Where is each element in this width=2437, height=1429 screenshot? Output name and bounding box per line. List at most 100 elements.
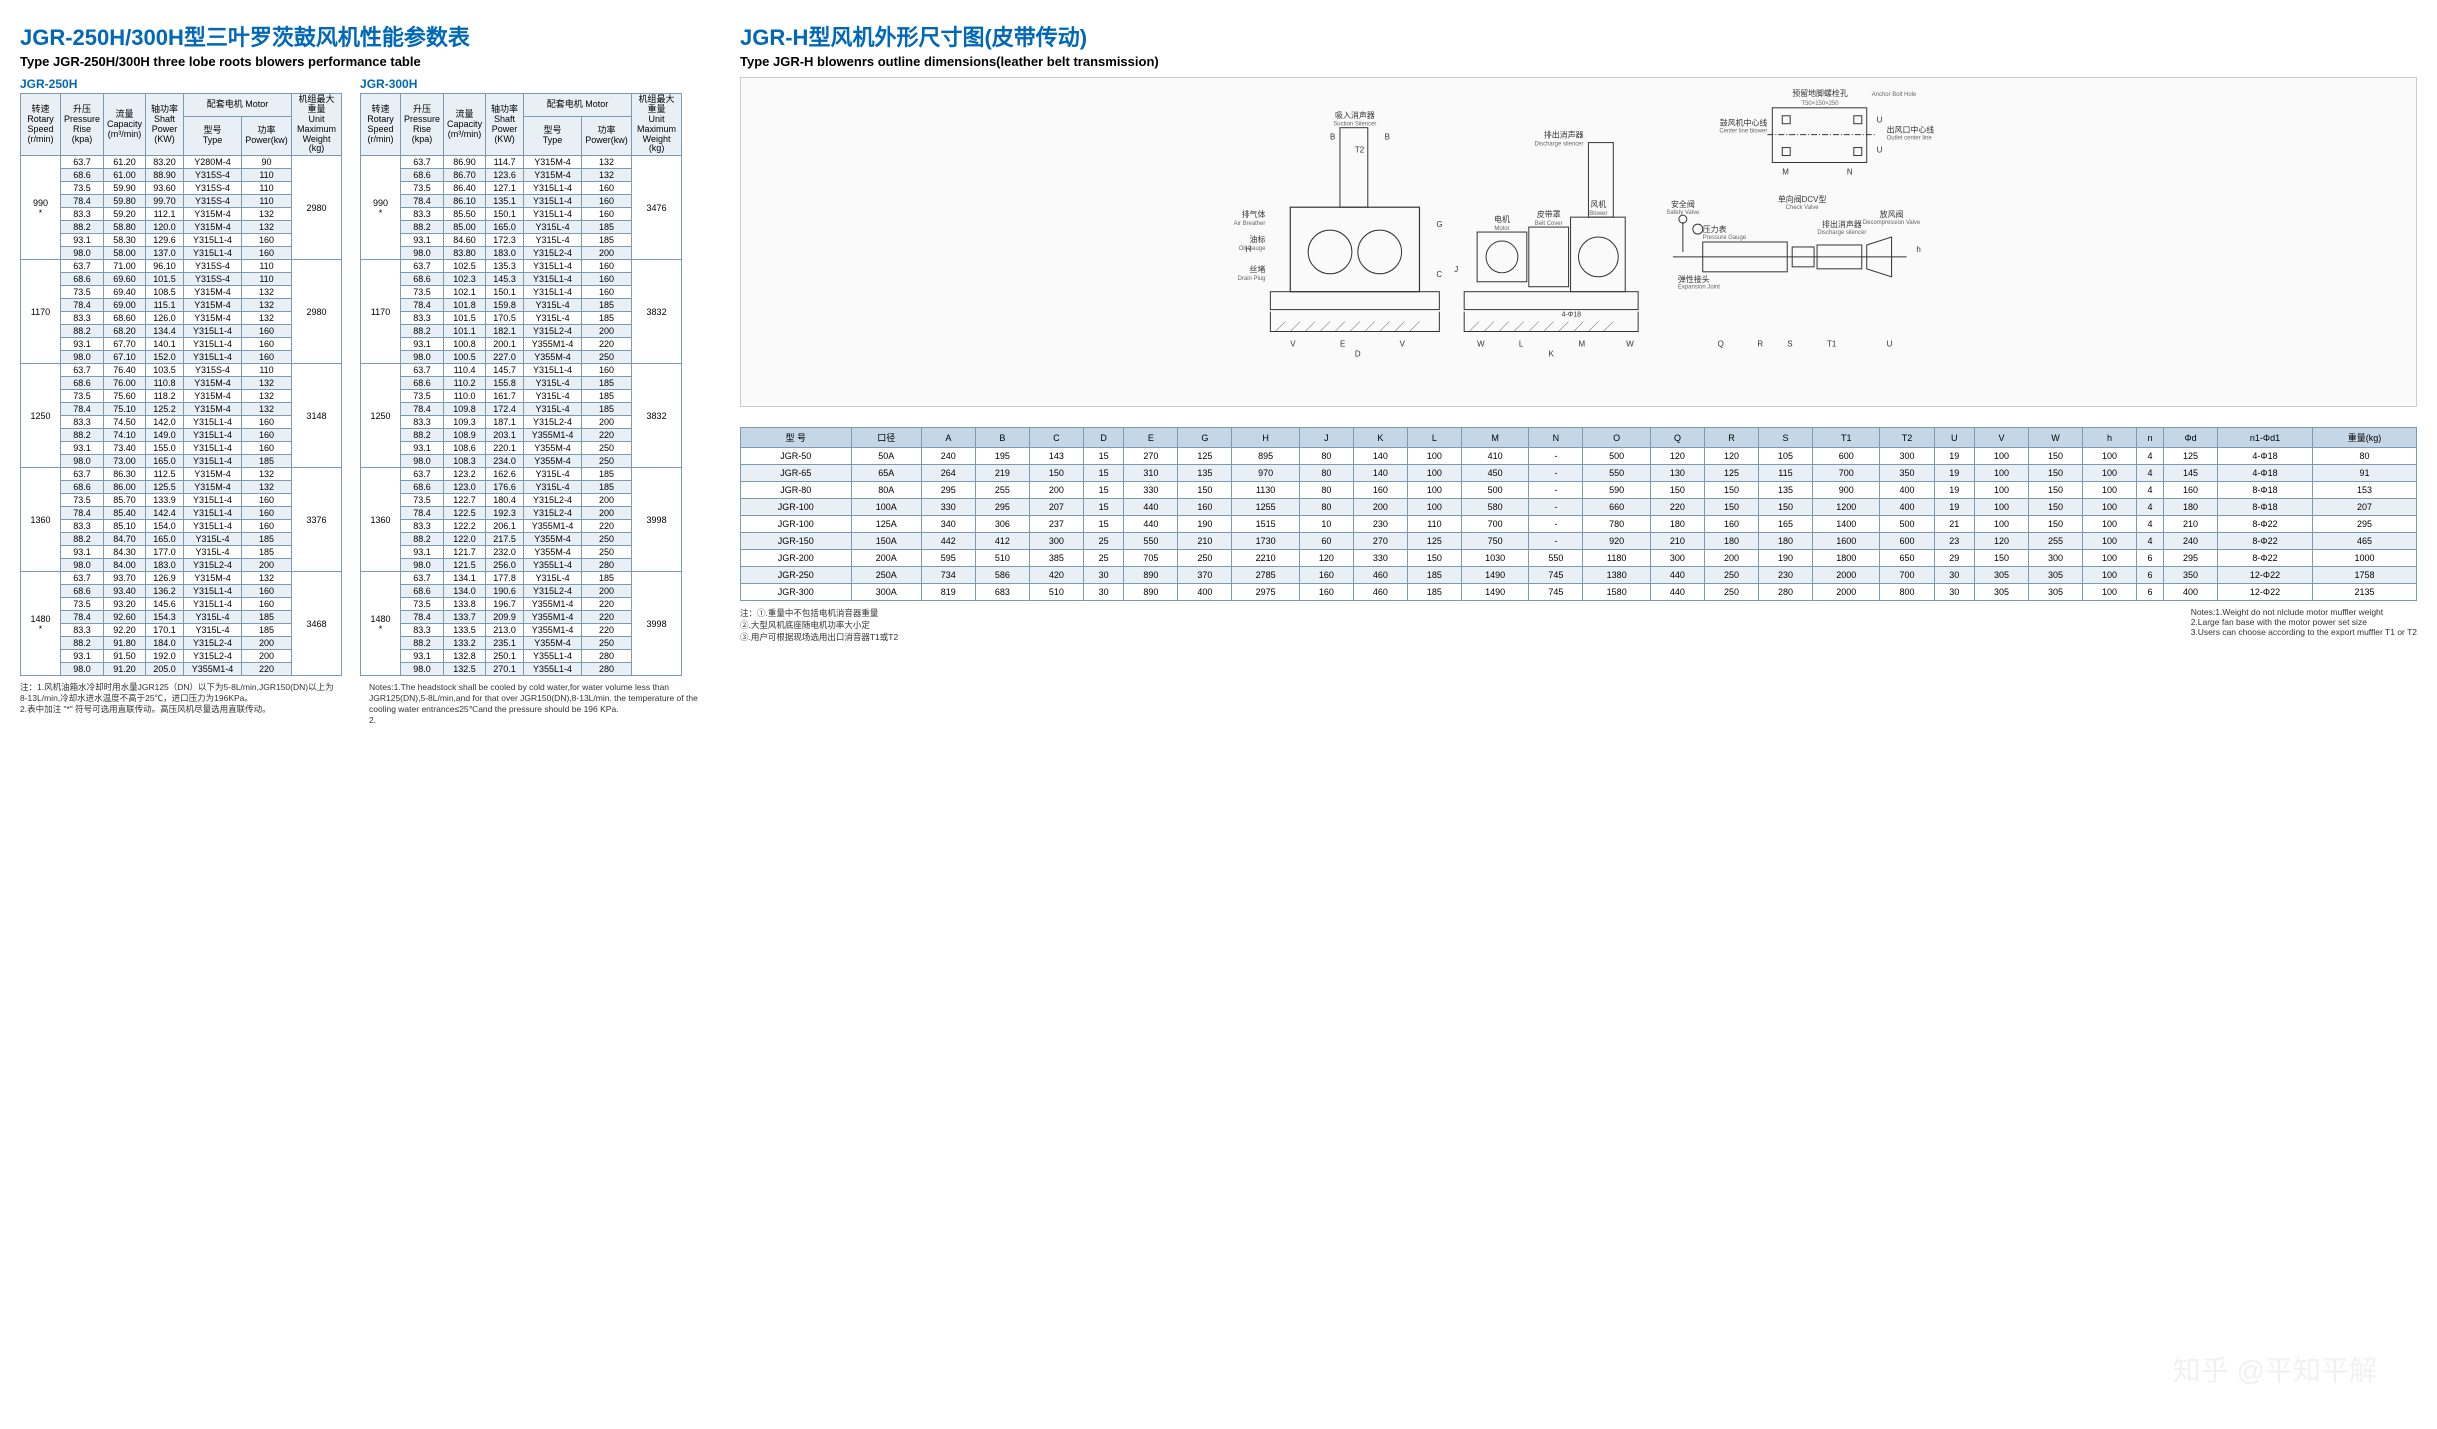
label-motor: 电机 (1494, 214, 1510, 224)
svg-text:Motor: Motor (1494, 226, 1509, 232)
watermark: 知乎 @平知平解 (2173, 1349, 2377, 1389)
dim-row: JGR-8080A2952552001533015011308016010050… (741, 482, 2417, 499)
dim-header: C (1029, 428, 1083, 448)
dim-header: W (2029, 428, 2083, 448)
svg-text:Safety Valve: Safety Valve (1666, 210, 1700, 216)
table-row: 117063.7102.5135.3Y315L1-41603832 (361, 260, 682, 273)
svg-text:Q: Q (1718, 339, 1724, 348)
dim-header: J (1299, 428, 1353, 448)
label-discharge: 排出消声器 (1544, 130, 1584, 140)
svg-text:Anchor Bolt Hole: Anchor Bolt Hole (1872, 92, 1917, 98)
label-suction: 吸入消声器 (1335, 110, 1375, 120)
model-b-label: JGR-300H (360, 77, 682, 91)
dim-header: S (1758, 428, 1812, 448)
dim-row: JGR-5050A2401951431527012589580140100410… (741, 448, 2417, 465)
label-oil: 油标 (1250, 234, 1266, 244)
svg-text:C: C (1436, 270, 1442, 279)
dim-header: T2 (1880, 428, 1934, 448)
notes-cn: 注：1.风机油箱水冷却时用水量JGR125（DN）以下为5-8L/min,JGR… (20, 682, 351, 726)
svg-text:V: V (1290, 339, 1296, 348)
label-discharge2: 排出消声器 (1822, 219, 1862, 229)
dim-header: h (2083, 428, 2137, 448)
svg-text:M: M (1579, 339, 1586, 348)
dim-header: n1-Φd1 (2218, 428, 2313, 448)
svg-text:H: H (1246, 245, 1252, 254)
svg-text:Outlet center line: Outlet center line (1887, 136, 1933, 142)
svg-text:L: L (1519, 339, 1524, 348)
svg-text:B: B (1330, 133, 1335, 142)
svg-text:G: G (1436, 220, 1442, 229)
svg-text:J: J (1454, 265, 1458, 274)
svg-text:h: h (1916, 245, 1920, 254)
label-safety: 安全阀 (1671, 199, 1695, 209)
dim-row: JGR-150150A44241230025550210173060270125… (741, 533, 2417, 550)
svg-text:Drain Plug: Drain Plug (1238, 276, 1266, 282)
svg-text:4-Φ18: 4-Φ18 (1562, 312, 1582, 319)
svg-text:W: W (1626, 339, 1634, 348)
left-title-en: Type JGR-250H/300H three lobe roots blow… (20, 54, 700, 69)
table-row: 136063.786.30112.5Y315M-41323376 (21, 468, 342, 481)
dim-header: G (1178, 428, 1232, 448)
svg-text:D: D (1355, 349, 1361, 358)
right-title-cn: JGR-H型风机外形尺寸图(皮带传动) (740, 20, 2417, 52)
label-outlet: 出风口中心线 (1887, 125, 1935, 135)
dim-row: JGR-200200A59551038525705250221012033015… (741, 550, 2417, 567)
svg-text:Air Breather: Air Breather (1234, 221, 1266, 227)
svg-text:U: U (1877, 116, 1883, 125)
left-title-cn: JGR-250H/300H型三叶罗茨鼓风机性能参数表 (20, 20, 700, 52)
label-blower: 风机 (1590, 199, 1606, 209)
svg-text:T50×150×250: T50×150×250 (1801, 101, 1839, 107)
table-row: 1480*63.7134.1177.8Y315L-41853998 (361, 572, 682, 585)
svg-text:K: K (1549, 349, 1555, 358)
svg-text:T2: T2 (1355, 146, 1365, 155)
svg-text:Discharge silencer: Discharge silencer (1817, 230, 1866, 236)
outline-diagram: 吸入消声器 Suction Silencer 排气体 Air Breather … (740, 77, 2417, 407)
svg-text:Belt Cover: Belt Cover (1535, 221, 1563, 227)
label-expansion: 弹性接头 (1678, 274, 1710, 284)
svg-text:Discharge silencer: Discharge silencer (1535, 142, 1584, 148)
right-notes-cn: 注：①.重量中不包括电机消音器重量②.大型风机底座随电机功率大小定③.用户可根据… (740, 607, 898, 643)
dim-header: 重量(kg) (2312, 428, 2416, 448)
dim-row: JGR-6565A2642191501531013597080140100450… (741, 465, 2417, 482)
notes-en: Notes:1.The headstock shall be cooled by… (369, 682, 700, 726)
table-row: 990*63.761.2083.20Y280M-4902980 (21, 156, 342, 169)
svg-text:Decompression Valve: Decompression Valve (1863, 220, 1921, 226)
dim-header: U (1934, 428, 1974, 448)
dim-row: JGR-250250A73458642030890370278516046018… (741, 567, 2417, 584)
dim-header: M (1461, 428, 1529, 448)
dim-header: 型 号 (741, 428, 852, 448)
dim-header: n (2137, 428, 2164, 448)
dim-header: N (1529, 428, 1583, 448)
perf-table-b: 转速RotarySpeed(r/min) 升压PressureRise(kpa)… (360, 93, 682, 676)
svg-text:M: M (1782, 167, 1789, 176)
label-decomp: 放风阀 (1880, 209, 1904, 219)
svg-text:Pressure Gauge: Pressure Gauge (1703, 235, 1747, 241)
svg-text:S: S (1787, 339, 1792, 348)
right-notes-en: Notes:1.Weight do not nlclude motor muff… (2191, 607, 2417, 643)
label-belt: 皮带罩 (1537, 209, 1561, 219)
dim-header: E (1124, 428, 1178, 448)
label-anchor: 预留地脚螺栓孔 (1792, 88, 1848, 98)
svg-text:Blower: Blower (1589, 211, 1607, 217)
dim-header: R (1704, 428, 1758, 448)
dim-header: L (1407, 428, 1461, 448)
dim-header: Q (1650, 428, 1704, 448)
dimension-table: 型 号口径ABCDEGHJKLMNOQRST1T2UVWhnΦdn1-Φd1重量… (740, 427, 2417, 601)
dim-header: 口径 (851, 428, 921, 448)
svg-text:N: N (1847, 167, 1853, 176)
svg-text:U: U (1887, 339, 1893, 348)
label-center: 鼓风机中心线 (1720, 118, 1768, 128)
dim-header: K (1353, 428, 1407, 448)
right-title-en: Type JGR-H blowenrs outline dimensions(l… (740, 54, 2417, 69)
svg-text:Oil Gauge: Oil Gauge (1239, 246, 1266, 252)
table-row: 125063.776.40103.5Y315S-41103148 (21, 364, 342, 377)
label-air-breather: 排气体 (1242, 209, 1266, 219)
dim-header: D (1083, 428, 1123, 448)
dim-row: JGR-100100A33029520715440160125580200100… (741, 499, 2417, 516)
table-row: 1480*63.793.70126.9Y315M-41323468 (21, 572, 342, 585)
dim-row: JGR-100125A34030623715440190151510230110… (741, 516, 2417, 533)
model-a-label: JGR-250H (20, 77, 342, 91)
svg-text:B: B (1385, 133, 1390, 142)
dim-header: T1 (1812, 428, 1880, 448)
dim-header: B (975, 428, 1029, 448)
